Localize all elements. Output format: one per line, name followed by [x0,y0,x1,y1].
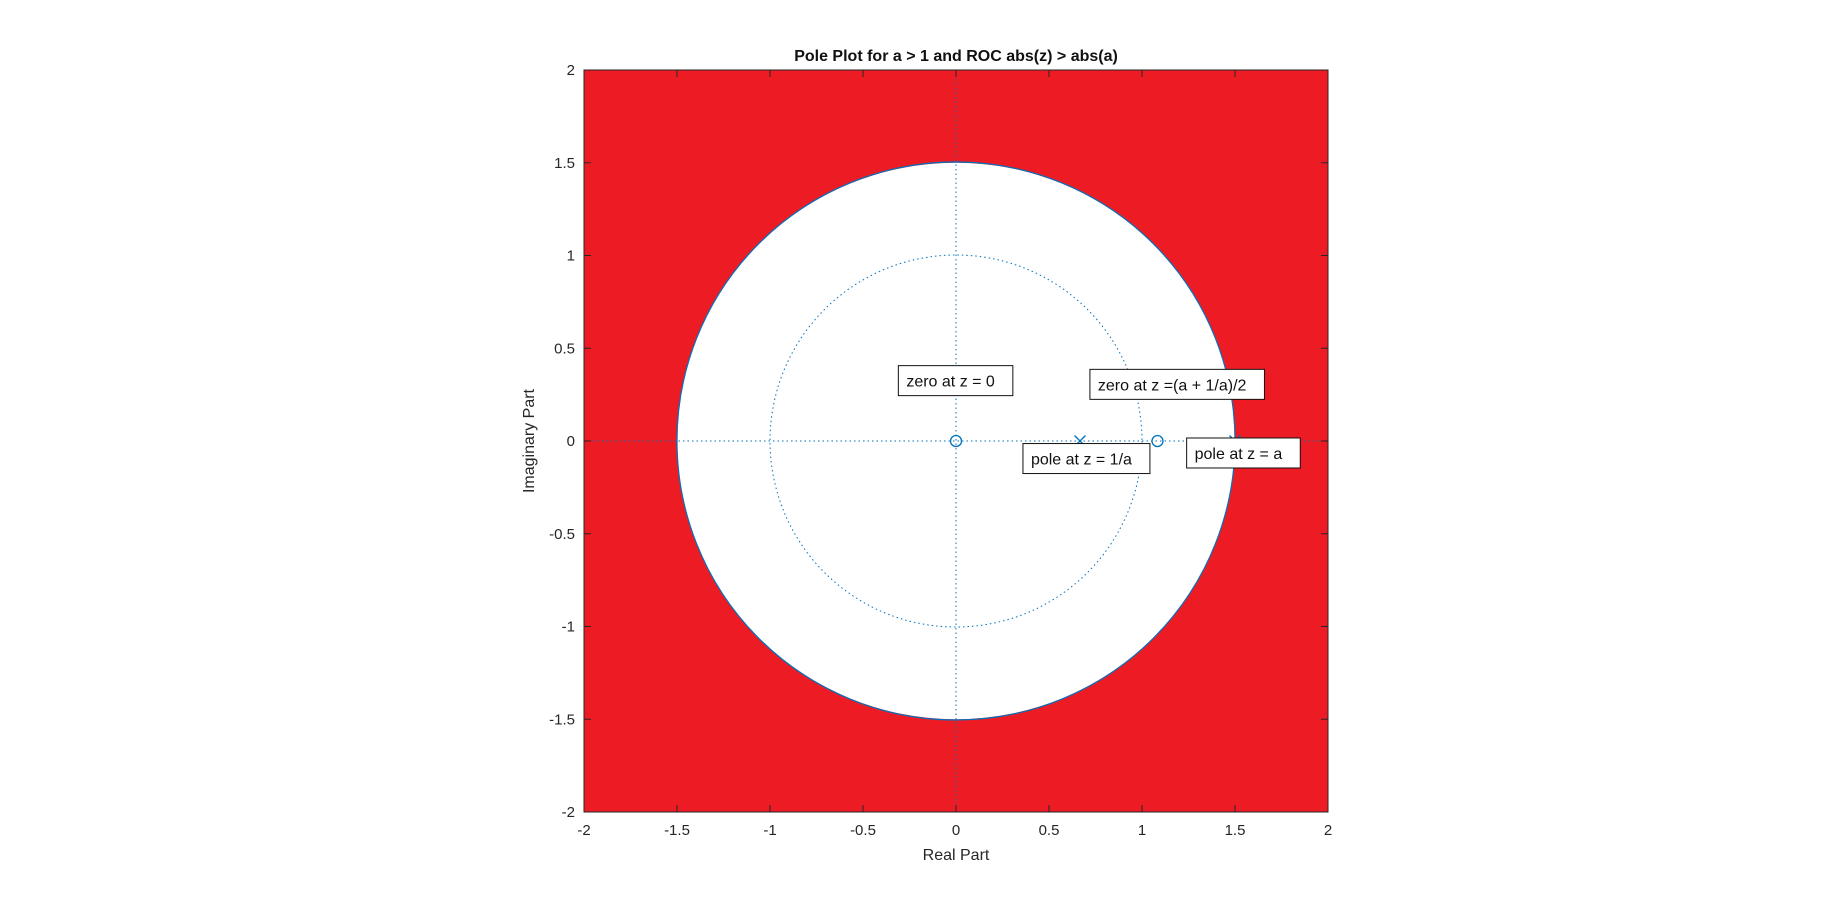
x-tick-label: 0 [952,822,960,839]
annotation-box: zero at z =(a + 1/a)/2 [1089,368,1265,400]
annotations: zero at z = 0 zero at z =(a + 1/a)/2 pole … [897,365,1301,475]
chart-title: Pole Plot for a > 1 and ROC abs(z) > abs… [794,48,1118,65]
x-tick-label: 1 [1138,822,1146,839]
y-tick-label: -2 [562,804,575,821]
unit-circle [769,254,1143,628]
x-axis-label: Real Part [923,847,990,864]
y-tick-label: -1.5 [549,711,575,728]
annotation-text: pole at z = a [1195,446,1283,463]
y-tick-label: 0.5 [554,340,575,357]
x-tick-label: -1 [763,822,776,839]
x-tick-label: 0.5 [1039,822,1060,839]
y-tick-label: 2 [567,62,575,79]
zero-marker [1151,434,1164,448]
x-tick-label: -2 [577,822,590,839]
y-tick-label: 1 [567,248,575,265]
y-tick-label: -1 [562,619,575,636]
x-tick-label: 1.5 [1225,822,1246,839]
annotation-text: zero at z =(a + 1/a)/2 [1098,377,1247,394]
y-axis-label: Imaginary Part [521,388,538,493]
annotation-text: zero at z = 0 [906,374,995,391]
roc-region [584,70,1328,812]
y-axis-ticks: -2 -1.5 -1 -0.5 0 0.5 1 1.5 2 [549,62,1328,821]
annotation-text: pole at z = 1/a [1031,452,1132,469]
x-tick-label: -0.5 [850,822,876,839]
y-tick-label: 0 [567,433,575,450]
annotation-box: zero at z = 0 [897,365,1014,397]
y-tick-label: -0.5 [549,526,575,543]
zero-marker [949,434,963,448]
x-tick-label: -1.5 [664,822,690,839]
x-axis-ticks: -2 -1.5 -1 -0.5 0 0.5 1 1.5 2 [577,70,1332,839]
annotation-box: pole at z = 1/a [1022,443,1151,475]
annotation-box: pole at z = a [1186,437,1301,469]
x-tick-label: 2 [1324,822,1332,839]
y-tick-label: 1.5 [554,155,575,172]
